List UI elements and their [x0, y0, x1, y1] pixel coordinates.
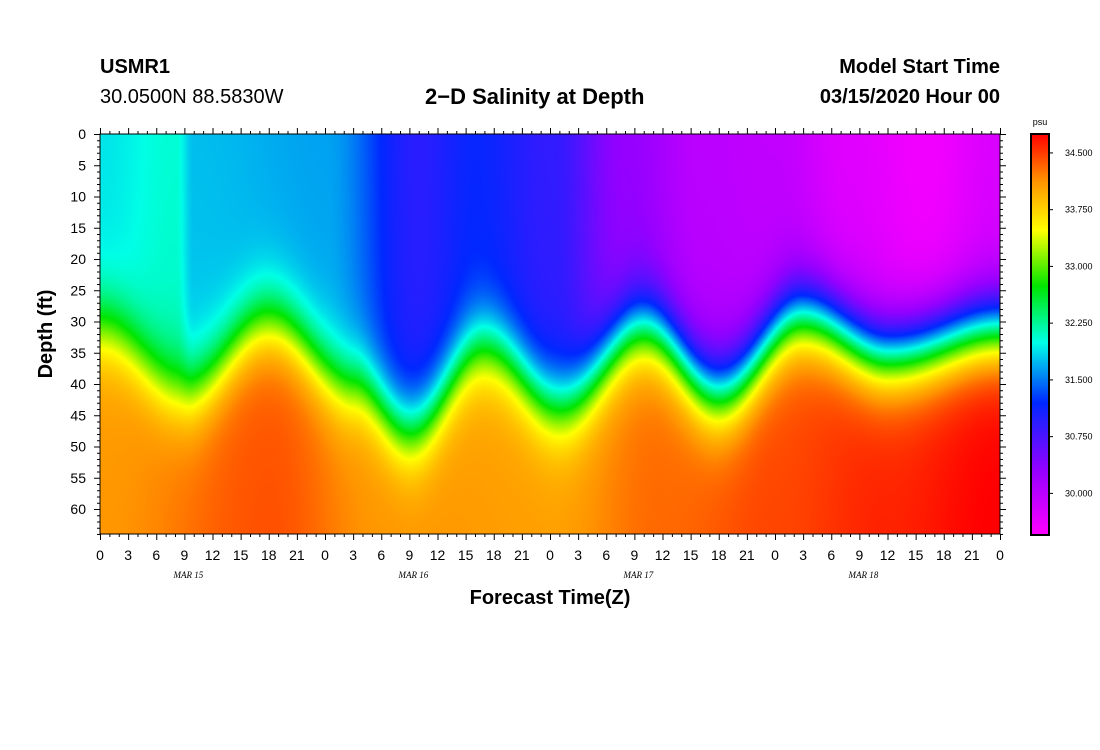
x-tick-label: 0	[321, 547, 329, 563]
x-tick-label: 18	[486, 547, 502, 563]
y-tick-label: 50	[70, 439, 86, 455]
y-axis-title: Depth (ft)	[35, 290, 57, 379]
colorbar-label: 33.750	[1065, 205, 1093, 215]
colorbar-label: 31.500	[1065, 375, 1093, 385]
x-tick-label: 6	[377, 547, 385, 563]
x-tick-label: 18	[261, 547, 277, 563]
x-tick-label: 15	[233, 547, 249, 563]
y-tick-label: 15	[70, 220, 86, 236]
colorbar-label: 33.000	[1065, 261, 1093, 271]
y-tick-label: 40	[70, 376, 86, 392]
x-tick-label: 6	[152, 547, 160, 563]
colorbar-label: 30.000	[1065, 488, 1093, 498]
colorbar-label: 30.750	[1065, 432, 1093, 442]
date-label: MAR 17	[623, 570, 654, 580]
x-tick-label: 9	[180, 547, 188, 563]
colorbar-gradient	[1030, 133, 1050, 536]
y-tick-label: 10	[70, 189, 86, 205]
y-tick-label: 35	[70, 345, 86, 361]
x-tick-label: 15	[908, 547, 924, 563]
x-tick-label: 3	[124, 547, 132, 563]
y-tick-label: 5	[78, 157, 86, 173]
x-tick-label: 21	[514, 547, 530, 563]
model-start-value: 03/15/2020 Hour 00	[819, 86, 1000, 108]
colorbar-label: 32.250	[1065, 318, 1093, 328]
x-tick-label: 0	[96, 547, 104, 563]
x-tick-label: 9	[405, 547, 413, 563]
x-tick-label: 0	[546, 547, 554, 563]
model-start-label: Model Start Time	[839, 56, 1000, 78]
heatmap-plot	[100, 134, 1000, 534]
y-tick-label: 30	[70, 314, 86, 330]
x-tick-label: 12	[655, 547, 671, 563]
colorbar-label: 34.500	[1065, 148, 1093, 158]
x-tick-label: 15	[683, 547, 699, 563]
x-tick-label: 21	[964, 547, 980, 563]
x-tick-label: 3	[799, 547, 807, 563]
x-tick-label: 12	[880, 547, 896, 563]
y-tick-label: 55	[70, 470, 86, 486]
x-tick-label: 3	[574, 547, 582, 563]
station-coordinates: 30.0500N 88.5830W	[100, 86, 284, 108]
x-tick-label: 12	[430, 547, 446, 563]
heatmap-canvas	[100, 134, 1000, 534]
x-tick-label: 12	[205, 547, 221, 563]
x-tick-label: 3	[349, 547, 357, 563]
y-tick-label: 60	[70, 501, 86, 517]
station-id: USMR1	[100, 56, 171, 78]
colorbar-unit: psu	[1033, 117, 1048, 127]
x-tick-label: 21	[739, 547, 755, 563]
date-label: MAR 15	[173, 570, 204, 580]
x-tick-label: 0	[771, 547, 779, 563]
y-tick-label: 25	[70, 282, 86, 298]
x-tick-label: 9	[630, 547, 638, 563]
x-tick-label: 0	[996, 547, 1004, 563]
x-tick-label: 6	[602, 547, 610, 563]
chart-title: 2−D Salinity at Depth	[425, 84, 645, 109]
x-axis-title: Forecast Time(Z)	[470, 587, 631, 609]
y-tick-label: 0	[78, 126, 86, 142]
x-tick-label: 18	[711, 547, 727, 563]
x-tick-label: 9	[855, 547, 863, 563]
date-label: MAR 16	[398, 570, 429, 580]
x-tick-label: 15	[458, 547, 474, 563]
colorbar: 34.500 33.750 33.000 32.250 31.500 30.750 30.0…	[1030, 133, 1093, 536]
x-tick-label: 21	[289, 547, 305, 563]
x-tick-label: 18	[936, 547, 952, 563]
x-tick-label: 6	[827, 547, 835, 563]
y-tick-label: 45	[70, 407, 86, 423]
date-label: MAR 18	[848, 570, 879, 580]
y-tick-label: 20	[70, 251, 86, 267]
